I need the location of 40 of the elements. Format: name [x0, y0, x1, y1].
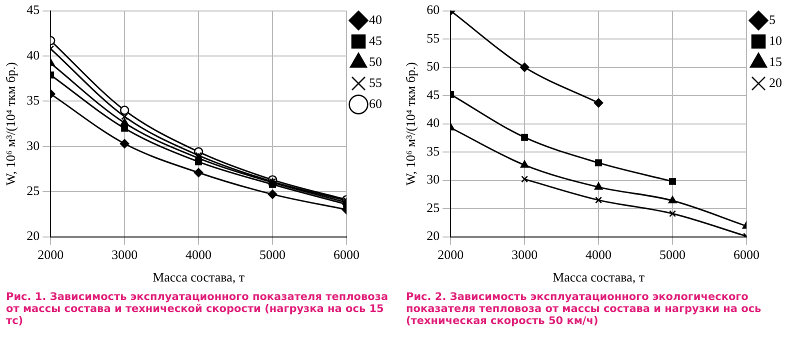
y-tick-label: 30 — [26, 138, 40, 153]
legend-label: 10 — [769, 32, 782, 48]
y-tick-label: 45 — [26, 2, 40, 18]
text: Рис. 1. Зависимость эксплуатационного показателя тепловоза от массы состава и технической скорости (нагрузка на ось 15 тс) — [5, 290, 390, 327]
y-tick-label: 20 — [426, 228, 440, 244]
x-tick-label: 5000 — [260, 247, 286, 262]
legend-label: 20 — [769, 74, 782, 90]
x-tick-label: 3000 — [512, 247, 538, 262]
legend-label: 60 — [369, 96, 382, 111]
legend-label: 55 — [369, 74, 382, 90]
y-tick-label: 25 — [26, 183, 40, 198]
y-axis-title: W, 10⁶ м³/(10⁴ ткм бр.) — [3, 62, 18, 186]
y-axis-title: W, 10⁶ м³/(10⁴ ткм бр.) — [403, 62, 418, 186]
x-tick-label: 6000 — [734, 247, 760, 262]
legend-label: 15 — [769, 54, 782, 69]
x-tick-label: 4000 — [586, 247, 612, 262]
y-tick-label: 40 — [426, 115, 440, 130]
legend-label: 50 — [369, 54, 382, 69]
x-tick-label: 6000 — [334, 247, 360, 262]
y-tick-label: 35 — [426, 143, 440, 158]
y-tick-label: 45 — [426, 86, 440, 102]
y-tick-label: 55 — [426, 30, 440, 46]
y-tick-label: 50 — [426, 58, 440, 74]
x-axis-title: Масса состава, т — [552, 270, 645, 285]
x-tick-label: 2000 — [38, 247, 64, 262]
y-tick-label: 60 — [426, 2, 440, 18]
x-tick-label: 4000 — [186, 247, 212, 262]
y-tick-label: 35 — [26, 92, 40, 108]
y-tick-label: 40 — [26, 47, 40, 62]
x-tick-label: 5000 — [660, 247, 686, 262]
legend-label: 45 — [369, 32, 382, 48]
y-tick-label: 30 — [426, 172, 440, 187]
legend-label: 40 — [369, 12, 382, 27]
x-tick-label: 3000 — [112, 247, 138, 262]
y-tick-label: 25 — [426, 200, 440, 215]
text: Рис. 2. Зависимость эксплуатационного экологического показателя тепловоза от массы состава и нагрузки на ось (техническая скорость 50 км/ч) — [405, 290, 762, 327]
x-tick-label: 2000 — [438, 247, 464, 262]
legend-label: 5 — [769, 12, 776, 27]
x-axis-title: Масса состава, т — [152, 270, 245, 285]
y-tick-label: 20 — [26, 228, 40, 244]
